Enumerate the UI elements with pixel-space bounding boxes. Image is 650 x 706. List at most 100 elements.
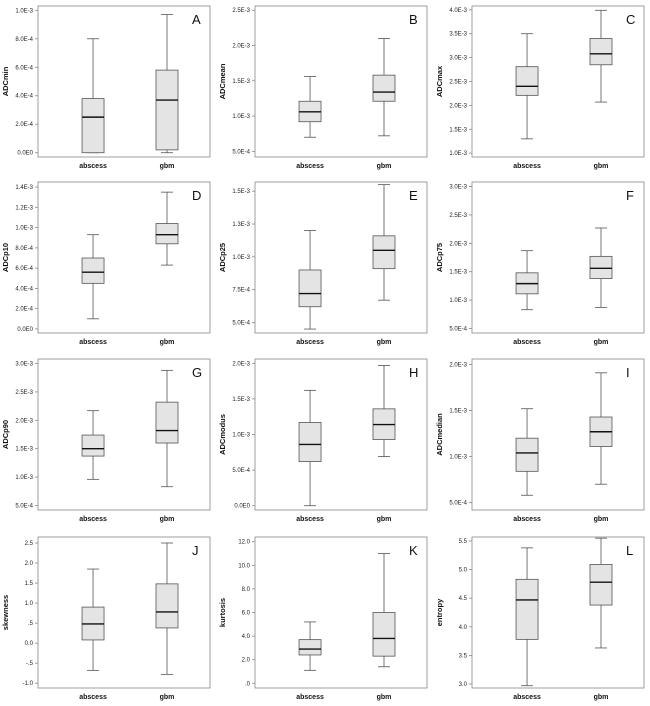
box-abscess [515,250,539,311]
chart-svg: 5.0E-4 1.0E-3 1.5E-3 2.0E-3 2.5E-3 ADCmean Bab… [218,5,428,170]
y-tick-label: 2.5E-3 [449,80,467,86]
category-label: abscess [296,516,324,523]
plot-frame [37,181,211,334]
y-tick-label: 1.3E-3 [232,222,250,228]
iqr-box [372,612,396,657]
y-tick-label: 1.5 [25,581,34,587]
y-tick-label: 2.5E-3 [15,390,33,396]
y-tick-label: 5.0E-4 [232,320,250,326]
category-label: gbm [377,694,392,701]
box-gbm [372,365,396,457]
y-axis-label: ADCmean [218,63,227,99]
y-axis-label: entropy [435,598,444,626]
category-label: abscess [79,339,107,346]
panel-letter: F [626,188,634,203]
panel-letter: H [409,365,418,380]
category-label: gbm [594,694,609,701]
y-tick-label: 1.0E-3 [15,8,33,14]
y-tick-label: .5 [28,621,34,627]
y-tick-label: 5.0E-4 [232,468,250,474]
plot-frame [254,5,428,158]
chart-svg: 5.0E-4 1.0E-3 1.5E-3 2.0E-3 2.5E-3 3.0E-3 ADCp… [1,358,211,523]
y-tick-label: 5.0E-4 [232,149,250,155]
y-tick-label: 8.0E-4 [15,246,33,252]
category-label: gbm [377,163,392,170]
box-abscess [298,389,322,507]
iqr-box [155,223,179,245]
y-tick-label: 2.0E-4 [15,307,33,313]
y-axis-label: ADCmax [435,65,444,97]
category-label: gbm [160,694,175,701]
box-abscess [515,33,539,140]
y-tick-label: 1.0E-3 [449,455,467,461]
iqr-box [589,564,613,606]
y-tick-label: 1.5E-3 [449,409,467,415]
panel-letter: E [409,188,418,203]
y-tick-label: 0.0 [25,641,34,647]
plot-frame [254,536,428,689]
y-tick-label: 4.5 [459,596,468,602]
y-tick-label: 4.0E-3 [449,8,467,14]
iqr-box [298,421,322,462]
category-label: gbm [160,163,175,170]
iqr-box [155,69,179,151]
panel-letter: B [409,12,418,27]
y-tick-label: 5.0E-4 [449,501,467,507]
box-abscess [515,408,539,496]
y-tick-label: 1.0E-3 [232,433,250,439]
y-tick-label: 2.0E-3 [232,361,250,367]
box-gbm [589,9,613,103]
y-tick-label: 3.5 [459,653,468,659]
y-tick-label: 1.0E-3 [449,151,467,157]
box-abscess [298,230,322,330]
y-tick-label: 1.5E-3 [232,397,250,403]
y-tick-label: 2.0E-3 [449,241,467,247]
y-tick-label: 2.0 [25,561,34,567]
chart-svg: 0.0E0 2.0E-4 4.0E-4 6.0E-4 8.0E-4 1.0E-3 ADCmi… [1,5,211,170]
y-tick-label: 2.0E-3 [15,418,33,424]
y-axis-label: ADCmodus [218,414,227,455]
y-tick-label: -.5 [26,661,34,667]
y-tick-label: 8.0 [242,587,251,593]
box-gbm [372,553,396,668]
box-gbm [155,191,179,266]
category-label: abscess [513,516,541,523]
chart-panel-g: 5.0E-4 1.0E-3 1.5E-3 2.0E-3 2.5E-3 3.0E-3 ADCp… [0,355,215,528]
iqr-box [515,437,539,472]
y-axis-label: ADCp10 [1,243,10,272]
y-tick-label: 1.0E-3 [232,255,250,261]
plot-frame [37,536,211,689]
iqr-box [589,38,613,66]
y-tick-label: 4.0E-4 [15,94,33,100]
box-abscess [81,568,105,671]
y-tick-label: 1.5E-3 [15,447,33,453]
box-abscess [81,410,105,480]
y-tick-label: .0 [245,681,251,687]
box-gbm [155,542,179,675]
y-tick-label: 3.0 [459,682,468,688]
y-tick-label: -1.0 [23,681,34,687]
panel-letter: J [192,543,199,558]
iqr-box [298,639,322,656]
iqr-box [81,434,105,457]
box-gbm [589,372,613,485]
y-axis-label: ADCmedian [435,413,444,456]
box-abscess [298,621,322,671]
category-label: abscess [513,339,541,346]
box-abscess [81,234,105,320]
box-gbm [155,14,179,154]
category-label: abscess [296,339,324,346]
y-tick-label: 7.5E-4 [232,288,250,294]
iqr-box [81,257,105,284]
iqr-box [515,578,539,640]
chart-panel-a: 0.0E0 2.0E-4 4.0E-4 6.0E-4 8.0E-4 1.0E-3 ADCmi… [0,2,215,175]
y-tick-label: 5.0E-4 [15,503,33,509]
panel-letter: D [192,188,201,203]
category-label: gbm [377,339,392,346]
